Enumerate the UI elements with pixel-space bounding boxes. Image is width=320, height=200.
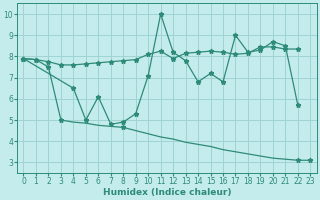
X-axis label: Humidex (Indice chaleur): Humidex (Indice chaleur) xyxy=(103,188,231,197)
